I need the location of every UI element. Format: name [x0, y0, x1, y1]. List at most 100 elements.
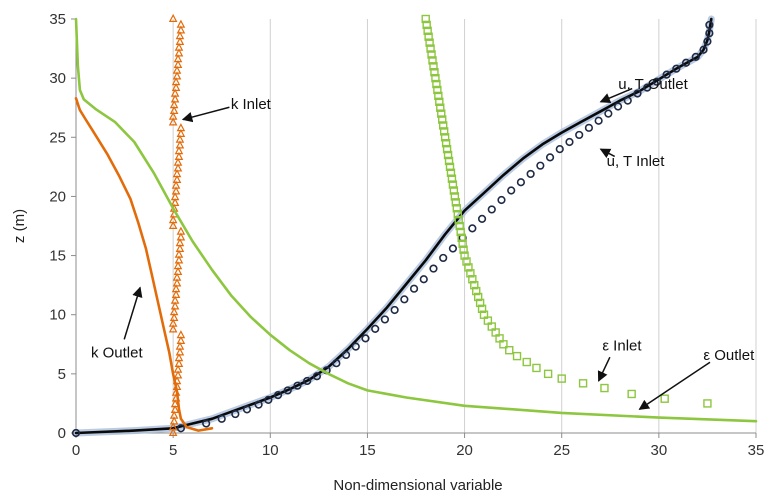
point-k-inlet-32	[175, 243, 185, 252]
annotation-arrow-outlet	[638, 361, 711, 410]
point-inlet-8	[429, 62, 438, 71]
point-k-inlet-60	[171, 82, 181, 91]
point-inlet-35	[455, 221, 464, 231]
point-k-inlet-72	[168, 13, 178, 22]
point-u-t-inlet-16	[351, 342, 360, 351]
point-u-t-inlet-10	[293, 381, 302, 390]
point-inlet-43	[466, 269, 475, 278]
annotation-label-u-t-outlet: u, T Outlet	[618, 76, 688, 93]
point-k-inlet-9	[172, 376, 182, 385]
annotation-arrow-u-t-outlet	[599, 87, 633, 103]
point-u-t-inlet-37	[555, 145, 564, 154]
point-u-t-inlet-48	[662, 70, 671, 79]
point-k-inlet-40	[170, 197, 180, 206]
point-inlet-7	[428, 56, 437, 65]
point-k-inlet-1	[168, 422, 178, 431]
point-inlet-28	[448, 180, 458, 189]
point-k-inlet-15	[175, 341, 185, 350]
point-k-inlet-67	[174, 42, 184, 51]
point-k-inlet-48	[174, 151, 184, 160]
point-u-t-inlet-43	[613, 102, 623, 111]
point-inlet-12	[433, 85, 442, 95]
point-k-inlet-52	[176, 128, 186, 137]
point-inlet-63	[600, 383, 609, 393]
point-u-t-inlet-41	[594, 116, 603, 125]
point-k-inlet-22	[170, 301, 180, 310]
point-inlet-30	[450, 192, 460, 201]
point-inlet-41	[462, 257, 471, 266]
point-u-t-inlet-40	[584, 123, 594, 132]
point-k-inlet-36	[168, 220, 178, 229]
point-inlet-57	[512, 351, 522, 361]
y-tick-label-5: 5	[58, 366, 66, 383]
point-k-inlet-31	[174, 249, 184, 258]
series-line-outlet	[74, 17, 758, 423]
point-k-inlet-50	[175, 140, 185, 149]
point-k-inlet-26	[172, 278, 182, 287]
point-u-t-inlet-44	[623, 96, 632, 105]
point-k-inlet-43	[171, 180, 181, 189]
point-k-inlet-20	[169, 312, 179, 321]
point-k-inlet-70	[176, 25, 186, 34]
point-k-inlet-61	[171, 77, 181, 86]
point-inlet-31	[451, 198, 461, 207]
point-u-t-inlet-26	[448, 244, 458, 253]
point-u-t-inlet-21	[400, 295, 409, 304]
point-inlet-14	[435, 97, 444, 107]
point-k-inlet-10	[173, 370, 183, 379]
y-tick-label-15: 15	[49, 248, 66, 265]
point-k-inlet-55	[168, 111, 178, 120]
point-u-t-inlet-35	[536, 161, 545, 170]
point-u-t-inlet-5	[242, 405, 252, 414]
x-tick-label-35: 35	[748, 442, 765, 459]
x-tick-label-15: 15	[359, 442, 376, 459]
point-u-t-inlet-34	[526, 169, 535, 179]
annotation-label-outlet: ε Outlet	[703, 347, 755, 364]
point-k-inlet-69	[175, 31, 185, 40]
point-k-inlet-27	[172, 272, 182, 281]
y-tick-label-25: 25	[49, 129, 66, 146]
grid	[172, 19, 757, 433]
x-tick-label-30: 30	[651, 442, 668, 459]
point-u-t-inlet-25	[439, 253, 448, 263]
point-u-t-inlet-36	[545, 153, 555, 162]
point-inlet-3	[424, 32, 433, 41]
series-layer	[71, 13, 758, 438]
point-inlet-38	[458, 239, 467, 248]
point-inlet-13	[434, 91, 443, 101]
y-tick-label-0: 0	[58, 425, 66, 442]
x-tick-label-25: 25	[553, 442, 570, 459]
point-k-inlet-28	[173, 266, 183, 275]
annotation-arrow-u-t-inlet	[599, 148, 616, 159]
point-inlet-21	[441, 138, 451, 148]
series-line-k-outlet	[74, 97, 214, 432]
point-u-t-inlet-9	[283, 386, 292, 395]
point-inlet-39	[459, 245, 468, 254]
x-axis-title: Non-dimensional variable	[333, 477, 502, 494]
point-inlet-46	[472, 286, 481, 296]
point-u-t-inlet-39	[575, 130, 584, 140]
annotation-label-k-outlet: k Outlet	[91, 345, 144, 362]
point-inlet-29	[449, 186, 459, 195]
point-inlet-26	[446, 168, 456, 177]
point-k-inlet-13	[174, 353, 184, 362]
point-inlet-42	[464, 263, 473, 272]
annotation-arrow-k-outlet	[123, 286, 143, 340]
point-inlet-32	[452, 204, 461, 213]
point-u-t-inlet-47	[652, 77, 662, 86]
point-u-t-inlet-33	[516, 178, 526, 187]
point-u-t-inlet-22	[409, 284, 419, 293]
point-k-inlet-66	[174, 48, 184, 57]
point-u-t-inlet-32	[507, 186, 516, 195]
point-k-inlet-56	[169, 105, 179, 114]
point-inlet-56	[505, 346, 514, 355]
point-u-t-inlet-8	[273, 391, 283, 400]
x-tick-label-5: 5	[169, 442, 177, 459]
point-inlet-0	[421, 14, 430, 24]
point-u-t-inlet-1	[176, 424, 186, 433]
point-inlet-48	[475, 298, 485, 308]
point-k-inlet-58	[170, 94, 180, 103]
point-inlet-25	[445, 162, 455, 172]
annotation-arrow-k-inlet	[181, 106, 230, 123]
point-k-inlet-4	[170, 404, 180, 413]
